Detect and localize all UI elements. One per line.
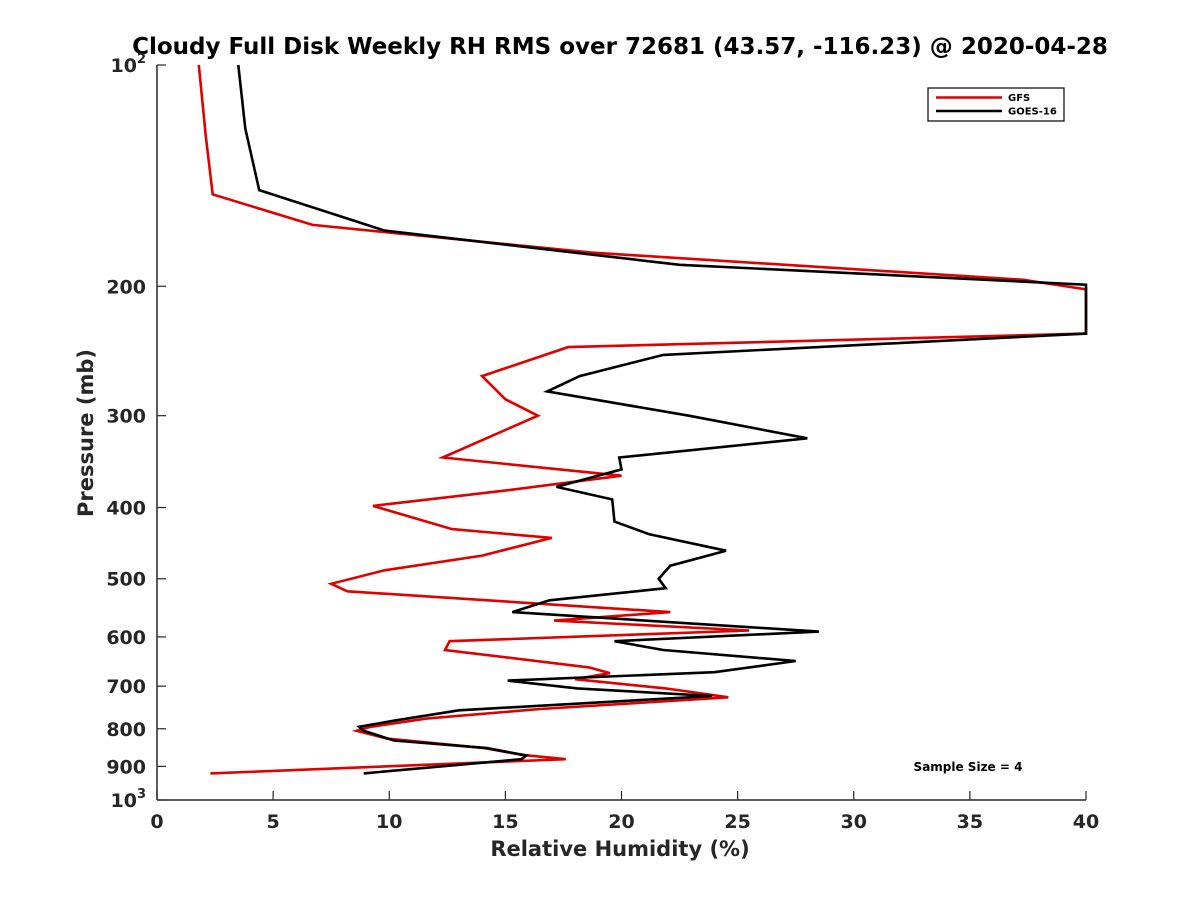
x-tick-label: 0 (150, 811, 163, 833)
x-tick-label: 25 (724, 811, 750, 833)
legend-label-gfs: GFS (1008, 93, 1030, 104)
y-tick-label: 102 (111, 52, 147, 77)
y-tick-label: 800 (106, 719, 146, 741)
tick-layer: 0 5 10 15 20 25 30 35 40 102 200 300 400 500 600 700 800… (106, 52, 1099, 833)
legend-box (927, 87, 1065, 122)
y-tick-label: 900 (106, 756, 146, 778)
x-tick-label: 20 (608, 811, 634, 833)
sample-size-annotation: Sample Size = 4 (914, 760, 1023, 774)
x-axis-label: Relative Humidity (%) (490, 837, 749, 861)
y-tick-label: 600 (106, 627, 146, 649)
y-tick-label: 300 (106, 406, 146, 428)
series-line-goes16 (237, 64, 1088, 775)
y-tick-label: 103 (111, 787, 147, 812)
y-tick-label: 700 (106, 676, 146, 698)
y-tick-label: 400 (106, 498, 146, 520)
legend-label-goes16: GOES-16 (1008, 107, 1057, 118)
x-tick-label: 35 (957, 811, 983, 833)
x-tick-label: 10 (376, 811, 402, 833)
y-tick-label: 500 (106, 569, 146, 591)
y-axis-label: Pressure (mb) (74, 349, 98, 517)
legend: GFS GOES-16 (927, 87, 1065, 122)
chart-title: Cloudy Full Disk Weekly RH RMS over 7268… (132, 34, 1108, 60)
series-layer (197, 64, 1088, 775)
x-tick-label: 5 (267, 811, 280, 833)
y-tick-label: 200 (106, 276, 146, 298)
x-tick-label: 30 (841, 811, 867, 833)
series-line-gfs (197, 64, 1088, 775)
x-tick-label: 40 (1073, 811, 1099, 833)
x-tick-label: 15 (492, 811, 518, 833)
